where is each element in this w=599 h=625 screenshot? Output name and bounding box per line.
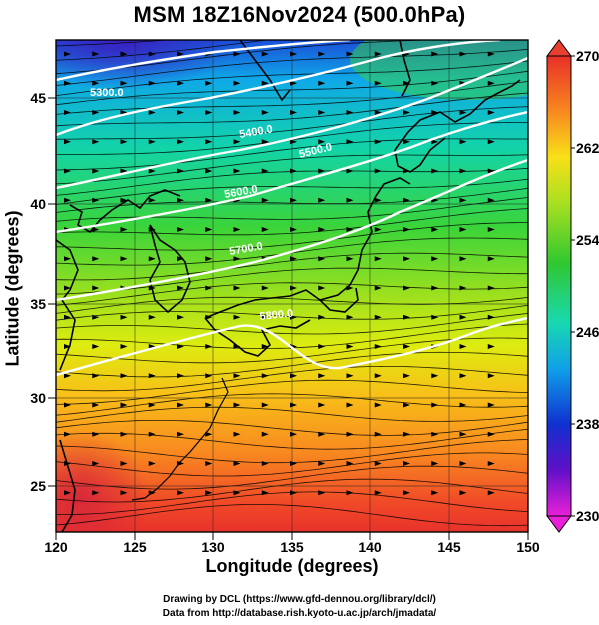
colorbar-tick: 254	[576, 232, 599, 248]
x-tick-label: 150	[516, 539, 540, 555]
map-grid	[56, 40, 528, 532]
colorbar-tick: 230	[576, 508, 599, 524]
y-tick-labels: 25 30 35 40 45	[30, 90, 46, 494]
colorbar-gradient	[546, 55, 572, 517]
x-tick-label: 125	[123, 539, 147, 555]
contour-label: 5600.0	[223, 183, 258, 201]
chart-title: MSM 18Z16Nov2024 (500.0hPa)	[133, 2, 466, 27]
y-tick-marks	[48, 97, 56, 487]
colorbar-tick: 262	[576, 140, 599, 156]
colorbar: 270 262 254 246 238 230	[546, 39, 599, 533]
coastlines	[56, 40, 521, 371]
contour-label: 5700.0	[228, 240, 263, 258]
x-axis-label: Longitude (degrees)	[205, 556, 379, 576]
y-tick-label: 40	[30, 196, 46, 212]
island-chain	[131, 377, 229, 501]
y-tick-label: 45	[30, 90, 46, 106]
colorbar-tick: 270	[576, 48, 599, 64]
y-tick-label: 35	[30, 296, 46, 312]
x-tick-label: 140	[358, 539, 382, 555]
y-tick-label: 30	[30, 390, 46, 406]
height-contours	[56, 40, 528, 377]
x-tick-label: 120	[44, 539, 68, 555]
drawing-credit: Drawing by DCL (https://www.gfd-dennou.o…	[163, 594, 436, 605]
contour-label: 5300.0	[90, 87, 124, 99]
y-tick-label: 25	[30, 478, 46, 494]
colorbar-tick: 246	[576, 324, 599, 340]
taiwan-coast	[59, 439, 76, 532]
x-tick-labels: 120 125 130 135 140 145 150	[44, 539, 540, 555]
data-credit: Data from http://database.rish.kyoto-u.a…	[162, 608, 437, 619]
contour-label-group: 5300.0 5400.0 5500.0 5600.0 5700.0 5800.…	[90, 87, 333, 323]
colorbar-max-triangle	[546, 39, 572, 57]
x-tick-label: 145	[437, 539, 461, 555]
x-tick-label: 135	[280, 539, 304, 555]
temperature-field	[56, 40, 528, 532]
x-tick-marks	[55, 532, 529, 540]
y-axis-label: Latitude (degrees)	[2, 210, 23, 367]
colorbar-min-triangle	[546, 515, 572, 533]
x-tick-label: 130	[201, 539, 225, 555]
contour-label: 5800.0	[259, 308, 294, 323]
colorbar-tick: 238	[576, 416, 599, 432]
contour-label: 5400.0	[238, 123, 273, 141]
